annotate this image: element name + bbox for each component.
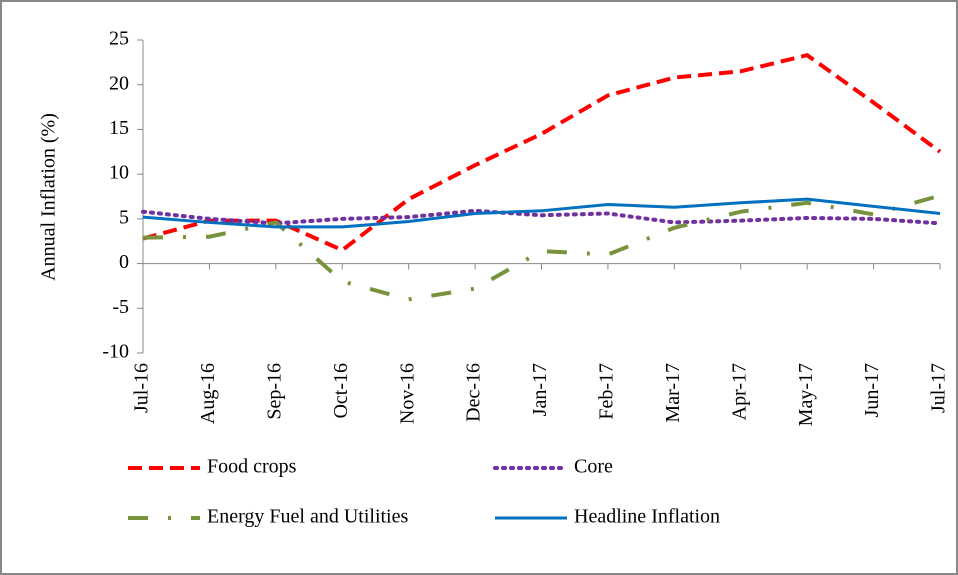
x-tick-label: Jun-17 [861,363,883,417]
x-tick-label: Jul-16 [131,363,153,413]
y-tick-label: -5 [112,296,129,318]
x-tick-label: Dec-16 [463,363,485,422]
legend-label: Food crops [207,456,297,478]
x-tick-label: May-17 [795,363,817,426]
y-tick-label: 25 [109,28,129,50]
y-tick-label: 5 [119,206,129,228]
x-tick-label: Aug-16 [197,363,219,424]
y-tick-label: -10 [102,341,129,363]
y-tick-label: 0 [119,251,129,273]
x-tick-label: Nov-16 [396,363,418,424]
legend-label: Energy Fuel and Utilities [207,506,408,528]
x-tick-label: Oct-16 [330,363,352,419]
legend-label: Core [574,456,613,478]
x-tick-label: Jul-17 [928,363,950,413]
series-line [142,193,941,302]
x-tick-label: Sep-16 [263,363,285,420]
y-tick-label: 10 [109,162,129,184]
x-tick-label: Feb-17 [596,363,618,420]
series-line [141,208,942,226]
x-tick-label: Jan-17 [529,363,551,416]
x-tick-label: Apr-17 [728,363,750,420]
y-axis-label: Annual Inflation (%) [38,113,60,281]
x-tick-label: Mar-17 [662,363,684,423]
series-line [142,197,941,229]
legend-label: Headline Inflation [574,506,720,528]
y-tick-label: 20 [109,72,129,94]
y-tick-label: 15 [109,117,129,139]
